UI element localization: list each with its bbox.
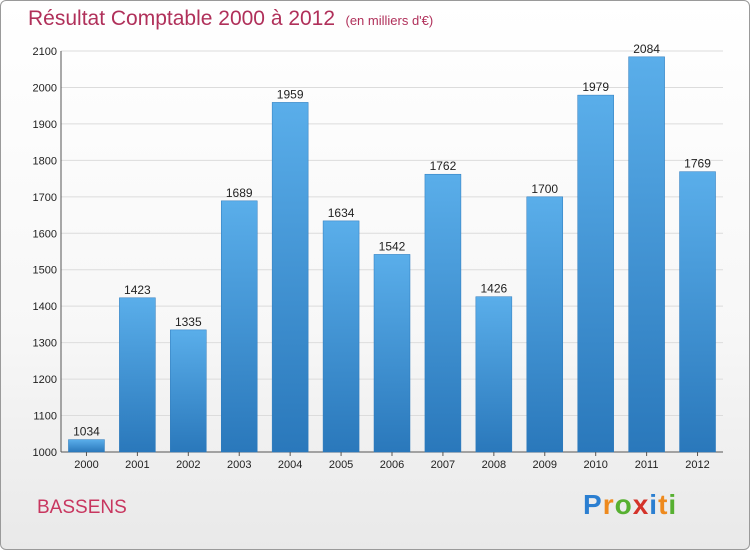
x-tick-label: 2001 xyxy=(125,459,149,471)
bar-value-label: 1959 xyxy=(277,87,304,101)
y-tick-label: 2000 xyxy=(33,82,57,94)
logo-letter: i xyxy=(668,489,678,520)
bar-value-label: 1542 xyxy=(379,239,406,253)
bar-value-label: 1769 xyxy=(684,157,711,171)
x-tick-label: 2011 xyxy=(635,459,659,471)
logo-letter: t xyxy=(658,489,669,520)
bar xyxy=(577,94,614,453)
x-tick-label: 2009 xyxy=(533,459,557,471)
bar-value-label: 1689 xyxy=(226,186,253,200)
bar-value-label: 1423 xyxy=(124,283,151,297)
bar xyxy=(322,220,360,453)
y-tick-label: 1400 xyxy=(33,301,57,313)
logo-letter: i xyxy=(649,489,659,520)
y-tick-label: 1000 xyxy=(33,447,57,459)
chart-title: Résultat Comptable 2000 à 2012 (en milli… xyxy=(28,7,433,31)
bar-value-label: 2084 xyxy=(633,42,660,56)
logo-letter: x xyxy=(632,489,650,520)
x-tick-label: 2003 xyxy=(227,459,251,471)
logo-letter: P xyxy=(583,489,603,520)
y-tick-label: 1900 xyxy=(33,119,57,131)
city-name: BASSENS xyxy=(37,497,127,518)
bar-value-label: 1034 xyxy=(73,425,100,439)
y-tick-label: 1800 xyxy=(33,155,57,167)
logo-letter: r xyxy=(602,489,615,520)
bar-value-label: 1335 xyxy=(175,315,202,329)
bar-value-label: 1700 xyxy=(531,182,558,196)
x-tick-label: 2008 xyxy=(482,459,506,471)
x-tick-label: 2007 xyxy=(431,459,455,471)
bar xyxy=(170,329,207,453)
bar-value-label: 1979 xyxy=(582,80,609,94)
bar xyxy=(68,439,105,453)
logo-letter: o xyxy=(614,489,633,520)
y-tick-label: 1200 xyxy=(33,374,57,386)
x-tick-label: 2002 xyxy=(176,459,200,471)
bar xyxy=(679,171,716,453)
bar-value-label: 1762 xyxy=(430,159,457,173)
bar xyxy=(475,296,513,453)
y-tick-label: 1300 xyxy=(33,338,57,350)
y-tick-label: 1700 xyxy=(33,192,57,204)
bar-value-label: 1634 xyxy=(328,206,355,220)
chart-title-main: Résultat Comptable 2000 à 2012 xyxy=(28,7,336,30)
x-tick-label: 2006 xyxy=(380,459,404,471)
x-tick-label: 2000 xyxy=(74,459,98,471)
y-tick-label: 1600 xyxy=(33,228,57,240)
y-tick-label: 2100 xyxy=(33,46,57,58)
bar xyxy=(424,173,462,453)
bar xyxy=(373,254,411,453)
x-tick-label: 2004 xyxy=(278,459,302,471)
y-tick-label: 1500 xyxy=(33,265,57,277)
proxiti-logo: Proxiti xyxy=(583,489,677,521)
bar xyxy=(271,102,309,453)
bar-value-label: 1426 xyxy=(480,282,507,296)
x-tick-label: 2012 xyxy=(685,459,709,471)
bar xyxy=(220,200,258,453)
bar xyxy=(628,56,665,453)
bar xyxy=(526,196,564,453)
chart-title-unit: (en milliers d'€) xyxy=(345,13,434,28)
x-tick-label: 2005 xyxy=(329,459,353,471)
x-tick-label: 2010 xyxy=(583,459,607,471)
bar xyxy=(119,297,156,453)
y-tick-label: 1100 xyxy=(33,411,57,423)
